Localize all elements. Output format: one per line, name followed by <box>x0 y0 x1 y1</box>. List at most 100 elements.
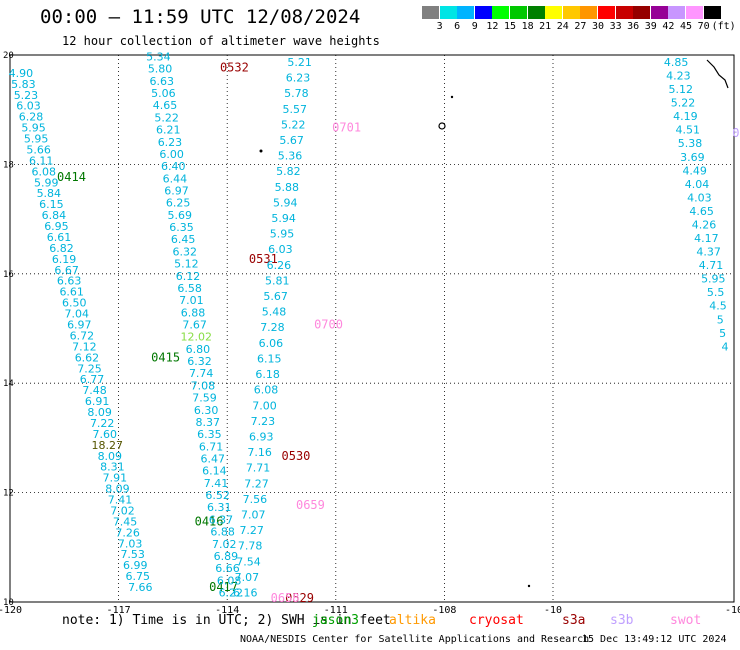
wave-height-value: 5.95 <box>701 273 726 286</box>
x-tick-label: -108 <box>432 605 456 616</box>
wave-height-value: 6.26 <box>267 259 292 272</box>
wave-height-value: 4.90 <box>9 67 34 80</box>
wave-height-value: 5.5 <box>707 286 725 299</box>
colorbar-label: 36 <box>627 21 640 32</box>
wave-height-value: 7.59 <box>192 392 217 405</box>
y-tick-label: 16 <box>3 270 14 280</box>
colorbar-swatch <box>650 6 668 19</box>
wave-height-value: 6.06 <box>259 337 284 350</box>
wave-height-value: 4 <box>721 340 728 353</box>
colorbar-swatch <box>598 6 615 19</box>
wave-height-value: 6.35 <box>197 428 222 441</box>
wave-height-value: 7.22 <box>90 417 115 430</box>
wave-height-value: 5.94 <box>271 212 296 225</box>
wave-height-value: 7.02 <box>110 504 135 517</box>
wave-height-value: 6.71 <box>199 440 224 453</box>
wave-height-value: 6.12 <box>176 270 201 283</box>
wave-height-value: 4.65 <box>153 99 178 112</box>
wave-height-value: 6.15 <box>257 352 282 365</box>
wave-height-value: 5.06 <box>151 87 176 100</box>
wave-height-value: 7.08 <box>191 379 216 392</box>
wave-height-value: 4.23 <box>666 69 691 82</box>
wave-height-value: 6.31 <box>207 501 232 514</box>
wave-height-value: 4.37 <box>696 246 721 259</box>
colorbar-swatch <box>580 6 598 19</box>
wave-height-value: 5.78 <box>284 87 309 100</box>
pass-label: 0532 <box>220 60 249 74</box>
wave-height-value: 6.75 <box>126 570 151 583</box>
wave-height-value: 6.89 <box>214 550 239 563</box>
y-tick-label: 12 <box>3 489 14 499</box>
wave-height-value: 6.45 <box>171 233 196 246</box>
colorbar-label: 39 <box>644 21 657 32</box>
wave-height-value: 6.88 <box>181 306 206 319</box>
island-shape <box>259 149 263 153</box>
wave-height-value: 4.17 <box>694 232 719 245</box>
wave-height-value: 6.19 <box>52 253 77 266</box>
wave-height-value: 4.85 <box>664 56 689 69</box>
mission-legend-jason3: jason3 <box>312 613 359 628</box>
wave-height-value: 6.23 <box>158 136 183 149</box>
wave-height-value: 18.27 <box>92 439 124 452</box>
footer-date: 15 Dec 13:49:12 UTC 2024 <box>582 634 727 645</box>
wave-height-value: 6.18 <box>255 368 280 381</box>
wave-height-value: 5.21 <box>287 56 312 69</box>
pass-label: 0417 <box>209 580 238 594</box>
wave-height-value: 7.67 <box>182 319 207 332</box>
wave-height-value: 6.47 <box>200 453 225 466</box>
wave-height-value: 12.02 <box>181 331 213 344</box>
wave-height-value: 4.49 <box>682 164 707 177</box>
wave-height-value: 7.27 <box>239 524 264 537</box>
x-tick-label: -10 <box>725 605 740 616</box>
colorbar-label: 27 <box>574 21 587 32</box>
island-shape <box>527 584 531 588</box>
colorbar-label: 12 <box>486 21 499 32</box>
mission-legend-cryosat: cryosat <box>469 613 524 628</box>
wave-height-value: 7.48 <box>82 384 107 397</box>
colorbar-label: 15 <box>503 21 517 32</box>
x-tick-label: -10 <box>544 605 562 616</box>
colorbar-swatch <box>422 6 439 19</box>
wave-height-value: 6.28 <box>19 111 44 124</box>
wave-height-value: 6.37 <box>209 513 234 526</box>
colorbar-swatch <box>474 6 492 19</box>
wave-height-value: 4.26 <box>692 218 717 231</box>
wave-height-value: 5.88 <box>275 181 300 194</box>
wave-height-value: 4.04 <box>685 178 710 191</box>
colorbar-swatch <box>668 6 686 19</box>
pass-label: 0530 <box>282 449 311 463</box>
wave-height-value: 6.67 <box>54 264 79 277</box>
wave-height-value: 5.67 <box>279 134 304 147</box>
wave-height-value: 7.07 <box>241 509 266 522</box>
colorbar-label: 6 <box>454 21 461 32</box>
wave-height-value: 7.71 <box>246 462 271 475</box>
wave-height-value: 7.25 <box>77 362 102 375</box>
colorbar-swatch <box>562 6 580 19</box>
wave-height-value: 7.23 <box>251 415 276 428</box>
colorbar-label: 24 <box>556 21 569 32</box>
wave-height-value: 6.82 <box>49 242 74 255</box>
colorbar-label: 42 <box>662 21 675 32</box>
wave-height-value: 5.83 <box>11 78 36 91</box>
wave-height-value: 6.63 <box>149 75 174 88</box>
wave-height-value: 6.97 <box>164 184 189 197</box>
wave-height-value: 6.08 <box>217 574 242 587</box>
x-tick-label: -117 <box>107 605 131 616</box>
colorbar-label: 18 <box>521 21 534 32</box>
wave-height-value: 4.19 <box>673 110 698 123</box>
wave-height-value: 5.34 <box>146 50 171 63</box>
wave-height-value: 7.54 <box>236 555 261 568</box>
wave-height-value: 7.26 <box>115 526 140 539</box>
wave-height-value: 6.22 <box>219 587 244 600</box>
colorbar-swatch <box>439 6 457 19</box>
wave-height-value: 7.41 <box>108 494 133 507</box>
wave-height-value: 6.84 <box>42 209 67 222</box>
wave-height-value: 4.03 <box>687 191 712 204</box>
wave-height-value: 6.44 <box>163 172 188 185</box>
wave-height-value: 6.91 <box>85 395 110 408</box>
colorbar-swatch <box>703 6 721 19</box>
mission-legend-swot: swot <box>670 613 702 628</box>
wave-height-value: 6.25 <box>166 197 191 210</box>
colorbar-label: 30 <box>591 21 605 32</box>
colorbar-swatch <box>457 6 475 19</box>
